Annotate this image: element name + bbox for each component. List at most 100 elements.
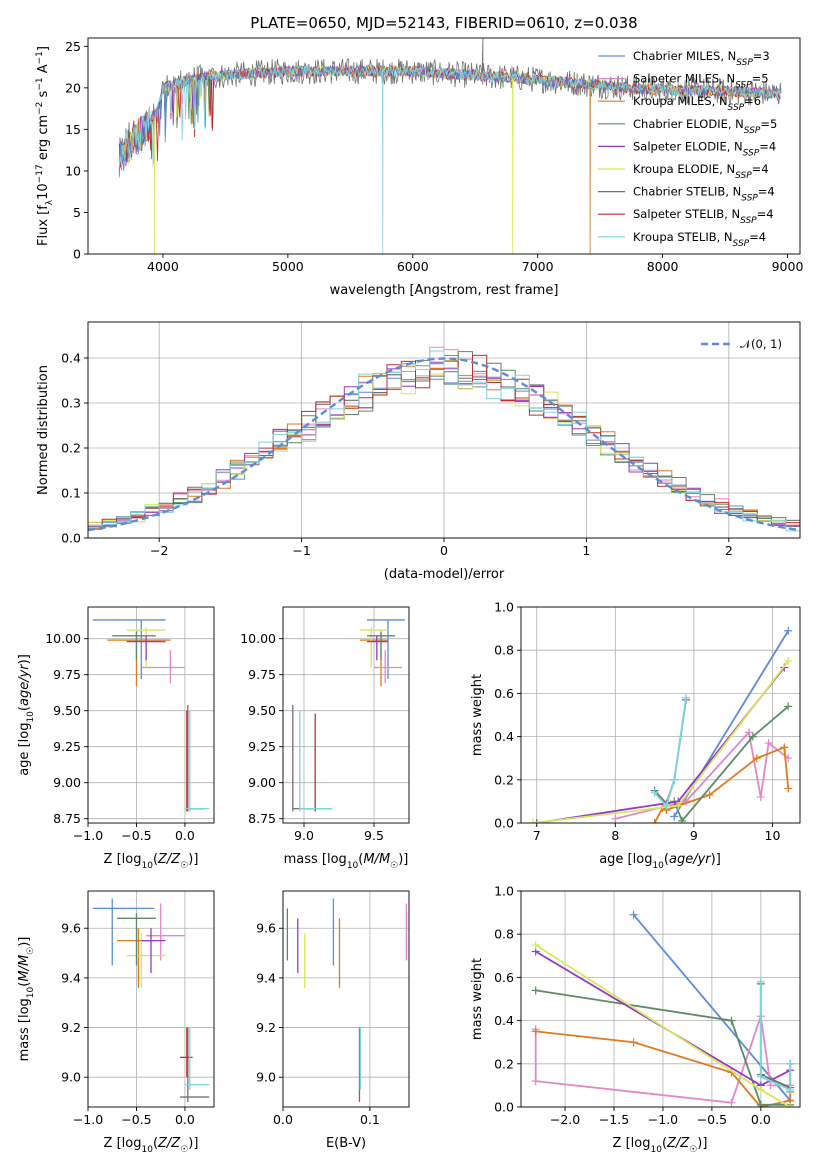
axes-frame bbox=[282, 890, 410, 1108]
axes-frame bbox=[282, 606, 410, 824]
x-tick-label: 0.0 bbox=[273, 1112, 293, 1127]
age-Z-y-axis-label: age [log10(age/yr)] bbox=[17, 654, 36, 776]
x-tick-label: −1.0 bbox=[73, 1112, 103, 1127]
x-tick-label: 6000 bbox=[397, 259, 429, 274]
errorbar-salpeter_elodie bbox=[126, 635, 166, 661]
y-tick-label: 0.8 bbox=[494, 643, 514, 658]
spectrum-y-axis-label-part: ] bbox=[36, 46, 51, 51]
mass-Z-x-axis-label-part: )] bbox=[188, 1136, 198, 1151]
errorbar-kroupa_miles bbox=[107, 631, 171, 687]
y-tick-label: 0.6 bbox=[494, 970, 514, 985]
age-vs-mass-axes-plot-area bbox=[292, 619, 405, 812]
y-tick-label: 10 bbox=[65, 163, 81, 178]
errorbar-salpeter_elodie bbox=[367, 635, 388, 661]
x-tick-label: 8000 bbox=[647, 259, 679, 274]
x-tick-label: 0.1 bbox=[360, 1112, 380, 1127]
spectrum-line-salpeter_stelib bbox=[118, 65, 781, 168]
weight-Z-x-axis-label-part: Z [log bbox=[613, 1136, 651, 1151]
legend-entry-part: =5 bbox=[752, 72, 769, 86]
x-tick-label: −1.0 bbox=[73, 828, 103, 843]
mass-Z-y-axis-label-part: M/M bbox=[17, 955, 32, 982]
y-tick-label: 8.75 bbox=[53, 811, 81, 826]
weight-Z-x-axis-label: Z [log10(Z/Z☉)] bbox=[613, 1136, 708, 1155]
spectrum-y-axis-label-part: 10 bbox=[36, 183, 51, 200]
weight-marker bbox=[756, 977, 765, 986]
x-tick-label: 0.0 bbox=[175, 1112, 195, 1127]
weight-marker bbox=[786, 1103, 795, 1107]
y-tick-label: 0.2 bbox=[61, 441, 81, 456]
legend-entry: Kroupa MILES, NSSP=6 bbox=[633, 94, 761, 113]
mass-weight-vs-age-axes: 7 8 9 10 0.0 0.2 0.4 0.6 0.8 1.0 bbox=[494, 600, 801, 843]
age-Z-x-axis-label-part: Z/Z bbox=[157, 852, 181, 867]
x-tick-label: 0.0 bbox=[175, 828, 195, 843]
histogram-axes: −2 −1 0 1 2 0.0 0.1 0.2 0.3 0.4 bbox=[61, 321, 801, 558]
spectrum-y-axis-label: Flux [fλ10−17 erg cm−2 s−1 A−1] bbox=[35, 46, 55, 246]
weight-marker bbox=[727, 1016, 736, 1025]
y-tick-label: 9.4 bbox=[61, 970, 81, 985]
weight-Z-y-axis-label-part: mass weight bbox=[470, 958, 485, 1040]
age-mass-x-axis-label-part: mass [log bbox=[284, 852, 347, 867]
y-tick-label: 9.00 bbox=[248, 775, 276, 790]
weight-marker bbox=[528, 819, 537, 823]
spectrum-y-axis-label-part: λ bbox=[45, 199, 55, 205]
axes-frame bbox=[87, 606, 215, 824]
errorbar-chabrier_elodie bbox=[367, 631, 395, 661]
y-tick-label: 9.0 bbox=[256, 1070, 276, 1085]
legend-entry: Chabrier ELODIE, NSSP=5 bbox=[633, 117, 777, 136]
legend-entry-part: SSP bbox=[740, 216, 757, 226]
weight-Z-x-axis-label-part: 10 bbox=[650, 1145, 662, 1155]
y-tick-label: 9.50 bbox=[53, 703, 81, 718]
age-mass-x-axis-label-part: ( bbox=[358, 852, 363, 867]
y-tick-label: 9.4 bbox=[256, 970, 276, 985]
legend-entry-part: Chabrier STELIB, N bbox=[633, 185, 741, 199]
legend-entry-part: =3 bbox=[753, 49, 770, 63]
y-tick-label: 0.0 bbox=[61, 531, 81, 546]
weight-marker bbox=[756, 1085, 765, 1094]
legend-entry-part: =4 bbox=[758, 185, 775, 199]
y-tick-label: 0.1 bbox=[61, 486, 81, 501]
weight-marker bbox=[784, 657, 793, 665]
age-vs-Z-axes-plot-area bbox=[92, 619, 210, 812]
y-tick-label: 5 bbox=[73, 205, 81, 220]
y-tick-label: 0.0 bbox=[494, 1100, 514, 1115]
weight-age-x-axis-label-part: 10 bbox=[652, 861, 664, 871]
x-tick-label: −1 bbox=[292, 543, 310, 558]
mass-Z-x-axis-label: Z [log10(Z/Z☉)] bbox=[104, 1136, 199, 1155]
legend-entry-part: SSP bbox=[735, 81, 752, 91]
spectrum-line-kroupa_stelib bbox=[118, 65, 781, 254]
legend-entry-part: SSP bbox=[733, 239, 750, 249]
mass-Z-x-axis-label-part: ☉ bbox=[180, 1145, 188, 1155]
y-tick-label: 9.0 bbox=[61, 1070, 81, 1085]
errorbar-kroupa_elodie bbox=[126, 933, 166, 988]
legend-entry: Salpeter MILES, NSSP=5 bbox=[633, 72, 769, 91]
age-Z-y-axis-label-part: 10 bbox=[26, 711, 36, 723]
age-mass-x-axis-label-part: ☉ bbox=[390, 861, 398, 871]
y-tick-label: 1.0 bbox=[494, 600, 514, 615]
weight-marker bbox=[531, 1027, 540, 1036]
y-tick-label: 8.75 bbox=[248, 811, 276, 826]
x-tick-label: 9000 bbox=[772, 259, 804, 274]
y-tick-label: 0.8 bbox=[494, 927, 514, 942]
y-tick-label: 9.2 bbox=[256, 1020, 276, 1035]
legend-entry: Salpeter ELODIE, NSSP=4 bbox=[633, 139, 776, 158]
weight-age-y-axis-label: mass weight bbox=[470, 674, 485, 756]
y-tick-label: 9.00 bbox=[53, 775, 81, 790]
spectrum-y-axis-label-part: erg cm bbox=[36, 115, 51, 164]
x-tick-label: 9.5 bbox=[364, 828, 384, 843]
axes-frame bbox=[520, 606, 801, 824]
legend-entry-part: =4 bbox=[757, 207, 774, 221]
age-mass-x-axis-label-part: 10 bbox=[347, 861, 359, 871]
y-tick-label: 15 bbox=[65, 122, 81, 137]
errorbar-chabrier_miles bbox=[367, 619, 405, 679]
weight-marker bbox=[756, 793, 765, 802]
weight-Z-x-axis-label-part: Z/Z bbox=[666, 1136, 690, 1151]
histogram-x-axis-label: (data-model)/error bbox=[384, 567, 505, 582]
errorbar-chabrier_miles bbox=[92, 898, 154, 966]
y-tick-label: 0.2 bbox=[494, 1056, 514, 1071]
legend-entry-part: Salpeter STELIB, N bbox=[633, 207, 740, 221]
legend-entry-part: =4 bbox=[749, 230, 766, 244]
spectrum-y-axis-label-part: −1 bbox=[35, 51, 45, 64]
y-tick-label: 9.50 bbox=[248, 703, 276, 718]
x-tick-label: −1.0 bbox=[648, 1112, 678, 1127]
legend-entry-part: SSP bbox=[735, 171, 752, 181]
